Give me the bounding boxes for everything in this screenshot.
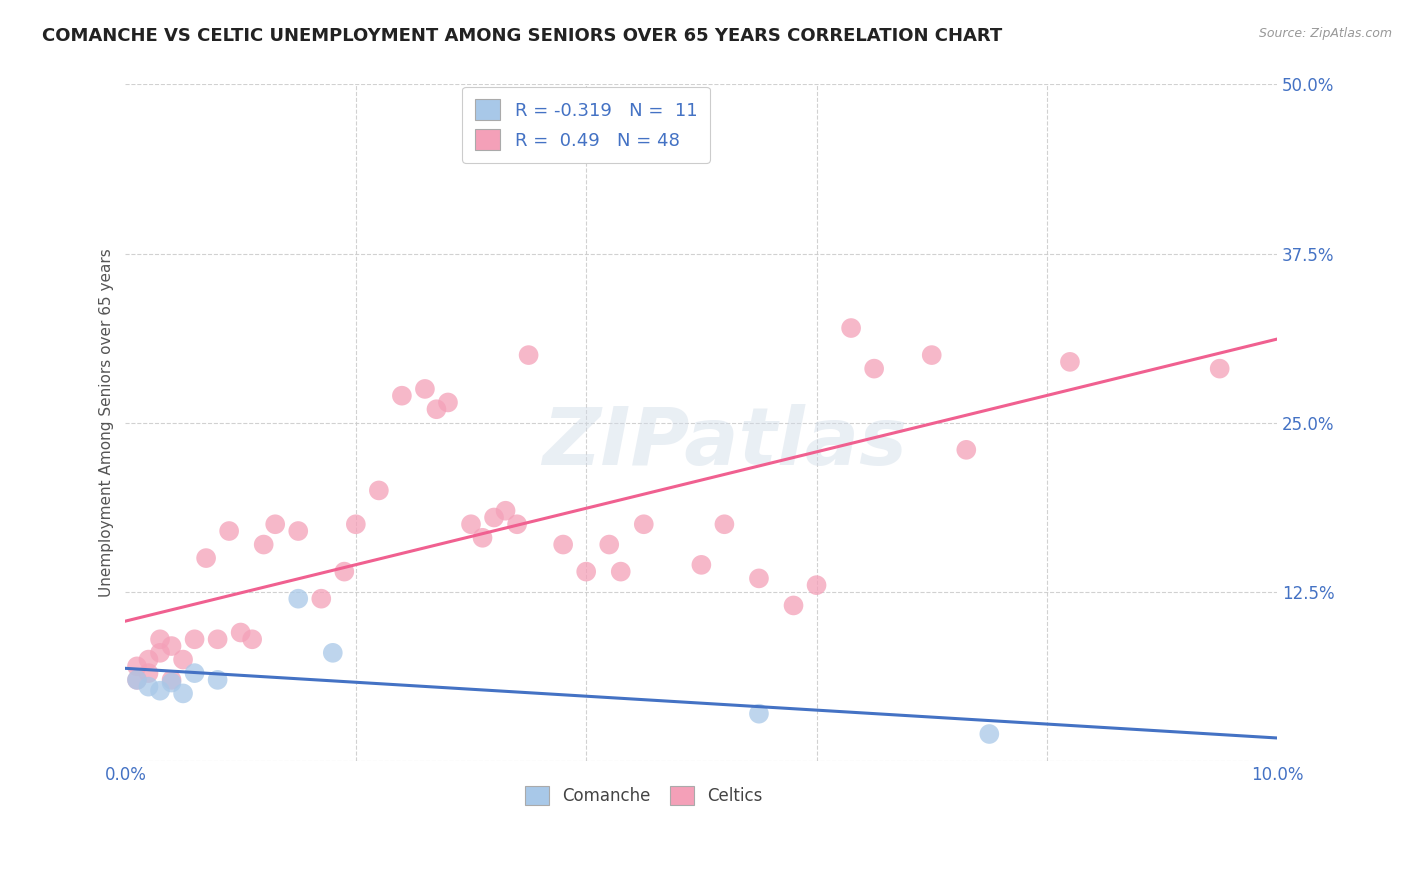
Point	[863, 361, 886, 376]
Point	[839, 321, 862, 335]
Point	[207, 632, 229, 647]
Point	[322, 646, 344, 660]
Point	[690, 558, 713, 572]
Point	[149, 632, 172, 647]
Y-axis label: Unemployment Among Seniors over 65 years: Unemployment Among Seniors over 65 years	[100, 248, 114, 597]
Point	[172, 652, 194, 666]
Point	[575, 565, 598, 579]
Point	[748, 706, 770, 721]
Point	[333, 565, 356, 579]
Point	[633, 517, 655, 532]
Point	[160, 639, 183, 653]
Point	[160, 675, 183, 690]
Point	[125, 673, 148, 687]
Point	[598, 537, 620, 551]
Point	[207, 673, 229, 687]
Point	[921, 348, 943, 362]
Point	[183, 632, 205, 647]
Point	[748, 571, 770, 585]
Point	[229, 625, 252, 640]
Text: ZIPatlas: ZIPatlas	[541, 404, 907, 482]
Point	[195, 551, 218, 566]
Point	[138, 680, 160, 694]
Point	[495, 504, 517, 518]
Point	[782, 599, 804, 613]
Point	[609, 565, 631, 579]
Point	[553, 537, 575, 551]
Point	[311, 591, 333, 606]
Point	[437, 395, 460, 409]
Text: Source: ZipAtlas.com: Source: ZipAtlas.com	[1258, 27, 1392, 40]
Point	[955, 442, 977, 457]
Point	[253, 537, 276, 551]
Point	[149, 646, 172, 660]
Point	[506, 517, 529, 532]
Point	[160, 673, 183, 687]
Point	[287, 524, 309, 538]
Point	[138, 666, 160, 681]
Point	[240, 632, 263, 647]
Point	[713, 517, 735, 532]
Point	[979, 727, 1001, 741]
Point	[138, 652, 160, 666]
Point	[149, 683, 172, 698]
Point	[425, 402, 447, 417]
Point	[471, 531, 494, 545]
Point	[172, 686, 194, 700]
Point	[125, 659, 148, 673]
Point	[460, 517, 482, 532]
Point	[218, 524, 240, 538]
Point	[391, 389, 413, 403]
Point	[1059, 355, 1081, 369]
Point	[344, 517, 367, 532]
Point	[482, 510, 505, 524]
Point	[183, 666, 205, 681]
Point	[1208, 361, 1230, 376]
Point	[413, 382, 436, 396]
Point	[367, 483, 389, 498]
Point	[125, 673, 148, 687]
Point	[517, 348, 540, 362]
Legend: Comanche, Celtics: Comanche, Celtics	[517, 778, 770, 814]
Point	[806, 578, 828, 592]
Text: COMANCHE VS CELTIC UNEMPLOYMENT AMONG SENIORS OVER 65 YEARS CORRELATION CHART: COMANCHE VS CELTIC UNEMPLOYMENT AMONG SE…	[42, 27, 1002, 45]
Point	[287, 591, 309, 606]
Point	[264, 517, 287, 532]
